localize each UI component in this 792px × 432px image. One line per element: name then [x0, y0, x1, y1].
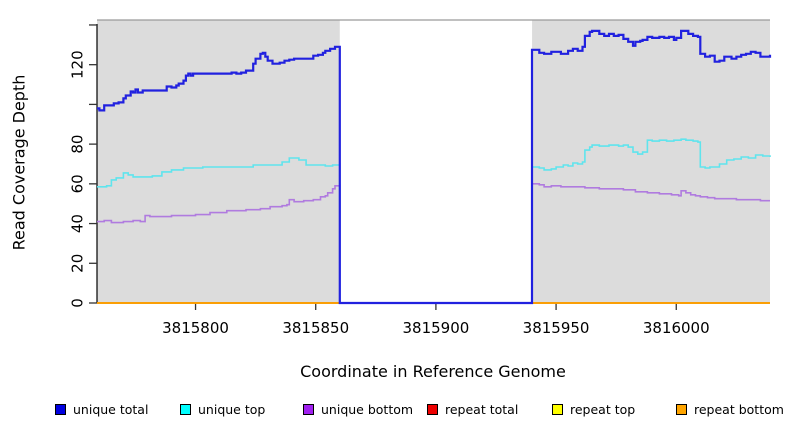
legend: unique total unique top unique bottom repea…	[0, 399, 792, 423]
y-axis-tick-label: 60	[69, 174, 87, 193]
x-axis-title: Coordinate in Reference Genome	[300, 362, 566, 381]
legend-swatch-unique-bottom	[303, 403, 314, 415]
legend-label-unique-bottom: unique bottom	[321, 401, 414, 417]
y-axis-tick-label: 80	[69, 135, 87, 154]
legend-item-unique-bottom: unique bottom	[303, 399, 413, 419]
legend-label-unique-top: unique top	[198, 401, 266, 417]
y-axis-title: Read Coverage Depth	[9, 74, 29, 251]
legend-label-unique-total: unique total	[73, 401, 149, 417]
x-axis-tick-label: 3815950	[523, 319, 590, 337]
legend-swatch-repeat-top	[552, 403, 563, 415]
legend-item-unique-total: unique total	[55, 399, 148, 419]
x-axis-tick-label: 3815900	[402, 319, 469, 337]
legend-label-repeat-total: repeat total	[445, 401, 519, 417]
legend-swatch-repeat-total	[427, 403, 438, 415]
legend-label-repeat-bottom: repeat bottom	[694, 401, 784, 417]
y-axis-tick-label: 0	[69, 298, 87, 308]
shaded-region-1	[97, 20, 340, 303]
x-axis-tick-label: 3816000	[643, 319, 710, 337]
y-axis-tick-label: 20	[69, 254, 87, 273]
x-axis-tick-label: 3815800	[162, 319, 229, 337]
series-line-unique-top	[97, 138, 771, 304]
shaded-region-2	[532, 20, 770, 303]
legend-item-repeat-total: repeat total	[427, 399, 518, 419]
x-axis-tick-label: 3815850	[282, 319, 349, 337]
legend-label-repeat-top: repeat top	[570, 401, 636, 417]
legend-item-repeat-top: repeat top	[552, 399, 635, 419]
legend-item-repeat-bottom: repeat bottom	[676, 399, 784, 419]
legend-item-unique-top: unique top	[180, 399, 265, 419]
series-line-unique-total	[97, 29, 772, 305]
y-axis-tick-label: 40	[69, 214, 87, 233]
legend-swatch-repeat-bottom	[676, 403, 687, 415]
legend-swatch-unique-top	[180, 403, 191, 415]
legend-swatch-unique-total	[55, 403, 66, 415]
y-axis-tick-label: 120	[69, 50, 87, 79]
